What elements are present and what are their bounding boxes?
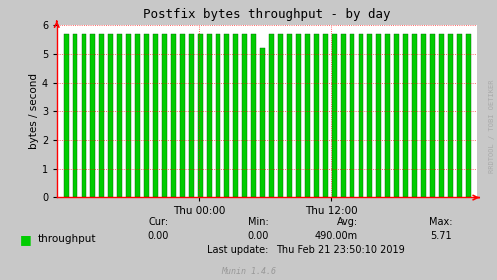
Bar [64,34,69,197]
Bar [287,34,292,197]
Text: Cur:: Cur: [149,217,169,227]
Bar [207,34,212,197]
Text: Avg:: Avg: [336,217,358,227]
Text: throughput: throughput [37,234,96,244]
Text: Max:: Max: [429,217,452,227]
Bar [278,34,283,197]
Bar [189,34,194,197]
Text: ■: ■ [20,233,32,246]
Text: 5.71: 5.71 [430,230,452,241]
Text: Munin 1.4.6: Munin 1.4.6 [221,267,276,276]
Bar [144,34,149,197]
Bar [314,34,319,197]
Bar [394,34,399,197]
Text: 490.00m: 490.00m [315,230,358,241]
Bar [99,34,104,197]
Bar [421,34,426,197]
Bar [225,34,230,197]
Bar [216,34,221,197]
Bar [117,34,122,197]
Bar [430,34,435,197]
Title: Postfix bytes throughput - by day: Postfix bytes throughput - by day [144,8,391,21]
Bar [269,34,274,197]
Text: Last update:: Last update: [207,244,268,255]
Bar [73,34,78,197]
Text: 0.00: 0.00 [247,230,268,241]
Bar [171,34,176,197]
Bar [90,34,95,197]
Bar [358,34,363,197]
Bar [349,34,354,197]
Bar [82,34,86,197]
Bar [412,34,417,197]
Bar [251,34,256,197]
Bar [243,34,247,197]
Y-axis label: bytes / second: bytes / second [29,73,39,149]
Bar [448,34,453,197]
Bar [331,34,336,197]
Bar [108,34,113,197]
Bar [323,34,328,197]
Text: Thu Feb 21 23:50:10 2019: Thu Feb 21 23:50:10 2019 [276,244,405,255]
Bar [376,34,381,197]
Text: 0.00: 0.00 [148,230,169,241]
Bar [367,34,372,197]
Bar [153,34,158,197]
Text: Min:: Min: [248,217,268,227]
Bar [260,48,265,197]
Bar [126,34,131,197]
Bar [135,34,140,197]
Bar [403,34,408,197]
Bar [198,34,203,197]
Bar [234,34,239,197]
Text: RRDTOOL / TOBI OETIKER: RRDTOOL / TOBI OETIKER [489,79,495,173]
Bar [457,34,462,197]
Bar [466,34,471,197]
Bar [439,34,444,197]
Bar [296,34,301,197]
Bar [340,34,345,197]
Bar [305,34,310,197]
Bar [180,34,185,197]
Bar [162,34,167,197]
Bar [385,34,390,197]
